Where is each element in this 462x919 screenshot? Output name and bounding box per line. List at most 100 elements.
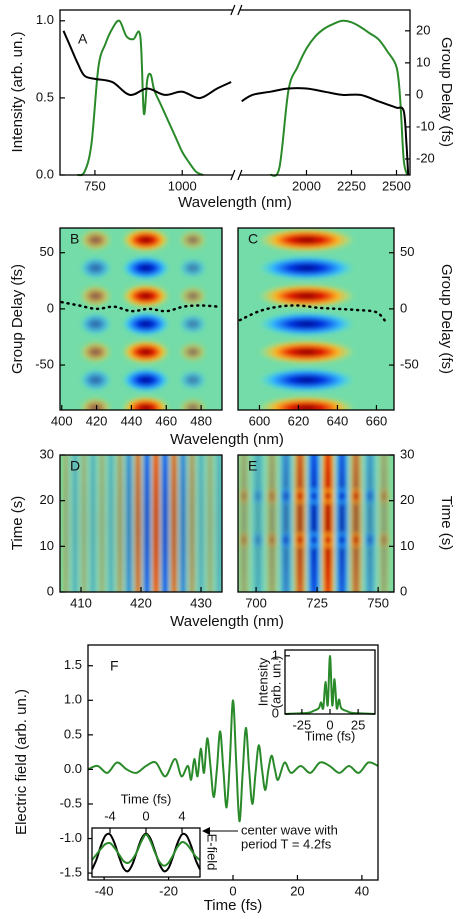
axis-break-mark xyxy=(230,4,236,16)
heatmap-blob xyxy=(258,284,355,308)
panel-label: E xyxy=(248,458,257,474)
heatmap-blob xyxy=(79,313,112,335)
x-axis-title: Wavelength (nm) xyxy=(170,613,284,630)
y-tick-label: -0.5 xyxy=(60,795,82,810)
axis-break-gap xyxy=(232,173,240,177)
y-tick-label: 20 xyxy=(400,492,414,507)
heatmap-blob xyxy=(79,257,112,279)
heatmap-blob xyxy=(106,455,116,592)
heatmap-blob xyxy=(377,487,391,506)
axis-break-mark xyxy=(230,169,236,181)
x-tick-label: 2500 xyxy=(382,178,411,193)
panel-label: F xyxy=(110,658,119,674)
y2-tick-label: 20 xyxy=(416,22,430,37)
heatmap-blob xyxy=(121,284,170,308)
axis-break-mark xyxy=(237,4,243,16)
heatmap-blob xyxy=(178,258,207,278)
x-tick-label: 420 xyxy=(130,595,152,610)
heatmap-blob xyxy=(178,370,207,390)
x-tick-label: -25 xyxy=(292,717,311,732)
heatmap-blob xyxy=(363,487,377,506)
heatmap-blob xyxy=(178,398,207,410)
heatmap-blob xyxy=(115,455,125,592)
x-tick-label: 750 xyxy=(84,178,106,193)
y-tick-label: 0.5 xyxy=(64,726,82,741)
x-tick-label: -40 xyxy=(95,883,114,898)
x-tick-label: 430 xyxy=(190,595,212,610)
heatmap-blob xyxy=(205,455,215,592)
axis-break-gap xyxy=(232,8,240,12)
y-axis-title: (arb. un.) xyxy=(268,656,283,709)
panel: 410 420 430 0 10 20 30 D Wavelength (nm) Time (s) xyxy=(9,446,284,630)
panel: -4 0 4 Time (fs) E-field center wave withperi… xyxy=(91,791,338,878)
data-line xyxy=(87,699,379,823)
x-tick-label: 2250 xyxy=(337,178,366,193)
heatmap-blob xyxy=(258,340,355,364)
x-tick-label: 460 xyxy=(155,413,177,428)
heatmap-blob xyxy=(97,455,107,592)
y-axis-title: Intensity (arb. un.) xyxy=(9,32,26,153)
y-axis-title: Time (s) xyxy=(9,496,26,550)
heatmap-blob xyxy=(258,368,355,392)
y-tick-label: 30 xyxy=(40,446,54,461)
heatmap-blob xyxy=(133,455,143,592)
heatmap-blob xyxy=(88,455,98,592)
panel-label: D xyxy=(70,458,80,474)
heatmap-blob xyxy=(142,455,152,592)
x-tick-label: 400 xyxy=(51,413,73,428)
heatmap-blob xyxy=(265,530,279,549)
y-tick-label: 50 xyxy=(400,244,414,259)
y-tick-label: 1 xyxy=(272,647,279,662)
y-tick-label: -50 xyxy=(400,356,419,371)
data-line xyxy=(91,833,201,867)
heatmap-blob xyxy=(160,455,170,592)
y-axis-title: Group Delay (fs) xyxy=(9,264,26,374)
y-axis-title: Electric field (arb. un.) xyxy=(13,689,30,835)
heatmap-blob xyxy=(349,530,363,549)
plot-frame xyxy=(237,454,395,593)
y-tick-label: 30 xyxy=(400,446,414,461)
heatmap-image xyxy=(238,455,392,592)
heatmap-blob xyxy=(258,396,355,410)
y2-axis-title: Group Delay (fs) xyxy=(438,37,455,147)
y-tick-label: 20 xyxy=(40,492,54,507)
heatmap-blob xyxy=(293,530,307,549)
x-axis-title: Wavelength (nm) xyxy=(170,431,284,448)
y-tick-label: 0 xyxy=(400,583,407,598)
heatmap-blob xyxy=(61,455,71,592)
y-axis-title: E-field xyxy=(205,834,220,871)
y2-tick-label: 0 xyxy=(416,86,423,101)
heatmap-blob xyxy=(79,397,112,410)
heatmap-blob xyxy=(279,530,293,549)
y-tick-label: 0 xyxy=(400,300,407,315)
x-axis-title: Time (fs) xyxy=(121,791,172,806)
heatmap-blob xyxy=(178,455,188,592)
y-tick-label: 1.5 xyxy=(64,657,82,672)
heatmap-blob xyxy=(169,455,179,592)
heatmap-blob xyxy=(293,487,307,506)
y-tick-label: 10 xyxy=(400,538,414,553)
x-tick-label: 660 xyxy=(366,413,388,428)
heatmap-blob xyxy=(178,342,207,362)
heatmap-blob xyxy=(335,487,349,506)
heatmap-blob xyxy=(349,487,363,506)
heatmap-blob xyxy=(307,487,321,506)
y-tick-label: 0.5 xyxy=(36,89,54,104)
plot-frame xyxy=(237,227,395,411)
heatmap-blob xyxy=(321,487,335,506)
heatmap-blob xyxy=(79,285,112,307)
data-line xyxy=(60,300,220,313)
x-tick-label: 410 xyxy=(70,595,92,610)
heatmap-blob xyxy=(178,314,207,334)
heatmap-blob xyxy=(258,256,355,280)
x-tick-label: -4 xyxy=(104,808,116,823)
heatmap-blob xyxy=(121,228,170,252)
panel-label: A xyxy=(78,31,88,47)
x-tick-label: 25 xyxy=(351,717,365,732)
heatmap-blob xyxy=(121,368,170,392)
plot-background xyxy=(60,10,410,175)
heatmap-blob xyxy=(335,530,349,549)
